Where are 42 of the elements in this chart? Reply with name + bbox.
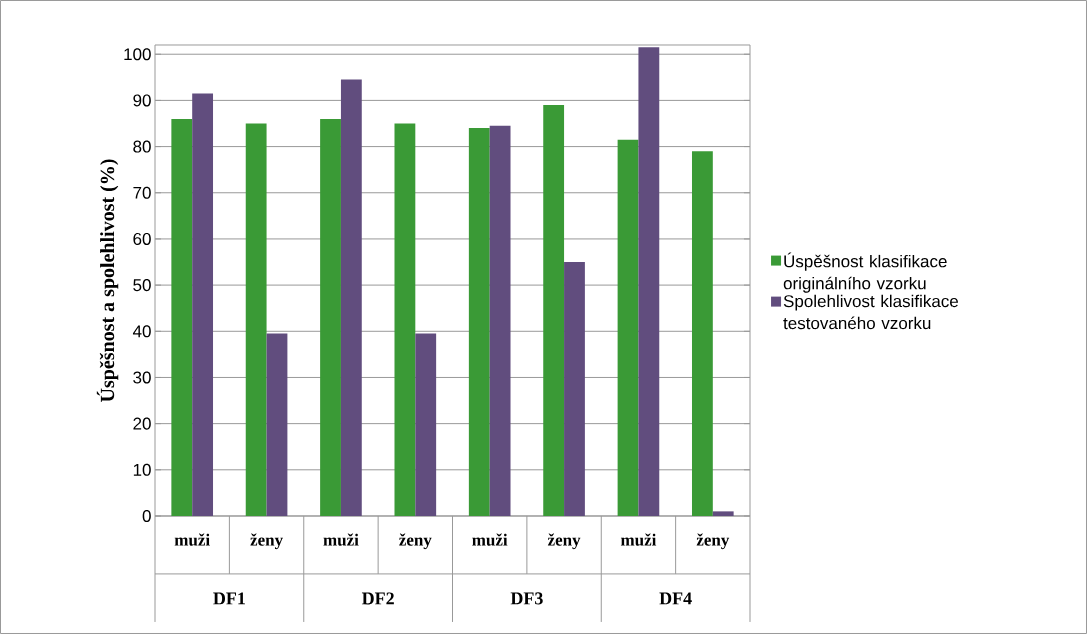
bar bbox=[691, 151, 713, 516]
text: DF3 bbox=[510, 592, 543, 605]
x-tick-label: ženy bbox=[399, 533, 432, 550]
bar bbox=[489, 125, 511, 516]
bar bbox=[415, 333, 437, 516]
x-tick-label: muži bbox=[174, 533, 210, 546]
text: DF2 bbox=[361, 592, 394, 605]
bar bbox=[192, 93, 214, 516]
bar bbox=[245, 123, 267, 516]
y-axis-title: Úspěšnost a spolehlivost (%) bbox=[96, 159, 119, 402]
bar bbox=[320, 118, 341, 516]
bar bbox=[543, 105, 565, 516]
y-tick-label: 0 bbox=[142, 509, 151, 523]
bar bbox=[638, 47, 660, 516]
text: DF1 bbox=[213, 592, 245, 605]
x-tick-label: ženy bbox=[250, 533, 283, 550]
x-tick-label: ženy bbox=[547, 533, 581, 550]
x-tick-label: muži bbox=[620, 533, 657, 546]
bar bbox=[617, 139, 639, 516]
y-tick-label: 90 bbox=[133, 94, 151, 107]
bar bbox=[394, 123, 416, 516]
bar bbox=[712, 511, 734, 516]
x-tick-label: muži bbox=[323, 533, 359, 546]
y-tick-label: 100 bbox=[124, 48, 151, 61]
y-tick-label: 20 bbox=[133, 417, 151, 430]
legend-label: Úspěšnost klasifikace originálního vzorku bbox=[783, 252, 947, 293]
y-tick-label: 40 bbox=[132, 325, 151, 338]
y-tick-label: 70 bbox=[133, 186, 151, 199]
bar bbox=[564, 262, 585, 516]
y-tick-label: 60 bbox=[133, 232, 151, 245]
y-tick-label: 50 bbox=[133, 279, 151, 292]
y-tick-label: 10 bbox=[133, 463, 151, 476]
bar bbox=[266, 333, 288, 516]
x-tick-label: muži bbox=[472, 533, 508, 546]
x-tick-label: ženy bbox=[696, 533, 730, 550]
legend-label: Spolehlivost klasifikace testovaného vzorku bbox=[783, 294, 959, 330]
bar bbox=[340, 79, 362, 516]
bar bbox=[171, 118, 193, 516]
y-tick-label: 30 bbox=[133, 371, 151, 384]
bar bbox=[468, 128, 490, 516]
text: DF4 bbox=[659, 592, 692, 605]
y-tick-label: 80 bbox=[133, 140, 151, 153]
